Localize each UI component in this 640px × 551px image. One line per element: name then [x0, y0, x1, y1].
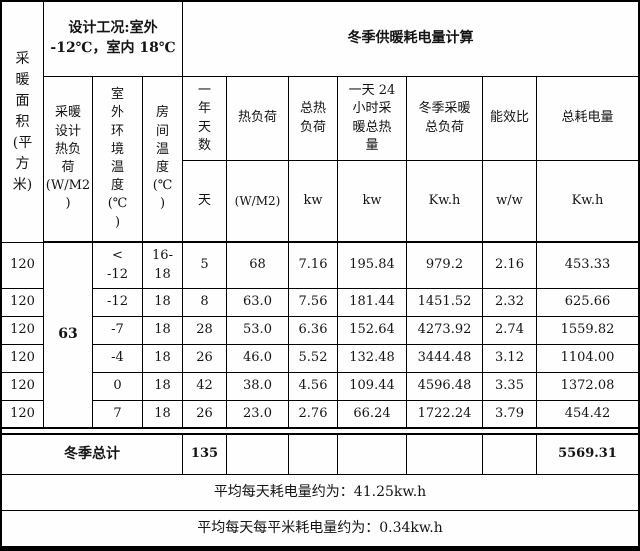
cell-season-total-load: 979.2 [407, 243, 483, 289]
cell-daily-heat: 152.64 [338, 317, 407, 345]
cell-outdoor: -4 [93, 345, 143, 373]
unit-cop: w/w [483, 161, 537, 243]
summary-empty-cell [338, 435, 407, 475]
cell-days: 28 [183, 317, 227, 345]
cell-area: 120 [2, 317, 44, 345]
corner-header-heating-area: 采 暖 面 积 (平 方 米) [2, 2, 44, 243]
cell-heat-load: 53.0 [227, 317, 289, 345]
block-separator [2, 429, 638, 435]
summary-days: 135 [183, 435, 227, 475]
summary-empty-cell [483, 435, 537, 475]
cell-cop: 2.32 [483, 289, 537, 317]
cell-cop: 3.79 [483, 401, 537, 429]
cell-area: 120 [2, 243, 44, 289]
unit-total-energy: Kw.h [537, 161, 638, 243]
cell-season-total-load: 3444.48 [407, 345, 483, 373]
note-average-daily-energy-per-sqm: 平均每天每平米耗电量约为：0.34kw.h [197, 519, 443, 536]
col-header-daily-heat: 一天 24 小时采 暖总热 量 [338, 77, 407, 161]
col-header-heat-load: 热负荷 [227, 77, 289, 161]
summary-total-energy: 5569.31 [537, 435, 638, 475]
cell-season-total-load: 1722.24 [407, 401, 483, 429]
design-heat-load-value: 63 [44, 243, 93, 429]
summary-label: 冬季总计 [2, 435, 183, 475]
cell-heat-load: 38.0 [227, 373, 289, 401]
col-header-days: 一 年 天 数 [183, 77, 227, 161]
cell-total-energy: 1372.08 [537, 373, 638, 401]
col-header-season-total-load: 冬季采暖 总负荷 [407, 77, 483, 161]
cell-outdoor: 0 [93, 373, 143, 401]
cell-total-energy: 453.33 [537, 243, 638, 289]
cell-area: 120 [2, 373, 44, 401]
cell-total-heat-load: 5.52 [289, 345, 338, 373]
cell-cop: 2.74 [483, 317, 537, 345]
cell-daily-heat: 132.48 [338, 345, 407, 373]
cell-total-heat-load: 2.76 [289, 401, 338, 429]
cell-daily-heat: 181.44 [338, 289, 407, 317]
summary-empty-cell [289, 435, 338, 475]
cell-total-heat-load: 7.16 [289, 243, 338, 289]
cell-daily-heat: 66.24 [338, 401, 407, 429]
cell-heat-load: 68 [227, 243, 289, 289]
cell-total-heat-load: 6.36 [289, 317, 338, 345]
cell-indoor: 18 [143, 317, 183, 345]
cell-outdoor: < -12 [93, 243, 143, 289]
cell-area: 120 [2, 289, 44, 317]
cell-days: 8 [183, 289, 227, 317]
cell-indoor: 16- 18 [143, 243, 183, 289]
design-condition-header: 设计工况:室外 -12℃，室内 18℃ [44, 2, 183, 77]
summary-empty-cell [227, 435, 289, 475]
unit-daily-heat: kw [338, 161, 407, 243]
unit-season-total-load: Kw.h [407, 161, 483, 243]
cell-indoor: 18 [143, 345, 183, 373]
col-header-outdoor-temp: 室 外 环 境 温 度 (℃ ) [93, 77, 143, 243]
col-header-design-heat-load: 采暖 设计 热负 荷 (W/M2 ) [44, 77, 93, 243]
summary-empty-cell [407, 435, 483, 475]
main-title: 冬季供暖耗电量计算 [183, 2, 638, 77]
cell-cop: 3.12 [483, 345, 537, 373]
cell-days: 42 [183, 373, 227, 401]
col-header-indoor-temp: 房 间 温 度 (℃ ) [143, 77, 183, 243]
cell-indoor: 18 [143, 289, 183, 317]
note-average-daily-energy: 平均每天耗电量约为：41.25kw.h [2, 475, 638, 511]
cell-daily-heat: 195.84 [338, 243, 407, 289]
cell-heat-load: 63.0 [227, 289, 289, 317]
cell-indoor: 18 [143, 373, 183, 401]
cell-cop: 2.16 [483, 243, 537, 289]
cell-season-total-load: 4273.92 [407, 317, 483, 345]
cell-season-total-load: 4596.48 [407, 373, 483, 401]
cell-indoor: 18 [143, 401, 183, 429]
cell-area: 120 [2, 401, 44, 429]
cell-total-energy: 1559.82 [537, 317, 638, 345]
col-header-cop: 能效比 [483, 77, 537, 161]
unit-total-heat-load: kw [289, 161, 338, 243]
cell-area: 120 [2, 345, 44, 373]
cell-heat-load: 46.0 [227, 345, 289, 373]
cell-outdoor: 7 [93, 401, 143, 429]
cell-days: 26 [183, 401, 227, 429]
cell-total-energy: 454.42 [537, 401, 638, 429]
cell-heat-load: 23.0 [227, 401, 289, 429]
col-header-total-energy: 总耗电量 [537, 77, 638, 161]
unit-heat-load: (W/M2) [227, 161, 289, 243]
cell-cop: 3.35 [483, 373, 537, 401]
unit-days: 天 [183, 161, 227, 243]
cell-total-energy: 625.66 [537, 289, 638, 317]
cell-daily-heat: 109.44 [338, 373, 407, 401]
cell-total-heat-load: 4.56 [289, 373, 338, 401]
cell-season-total-load: 1451.52 [407, 289, 483, 317]
cell-outdoor: -7 [93, 317, 143, 345]
cell-days: 26 [183, 345, 227, 373]
col-header-total-heat-load: 总热 负荷 [289, 77, 338, 161]
cell-total-energy: 1104.00 [537, 345, 638, 373]
cell-outdoor: -12 [93, 289, 143, 317]
cell-days: 5 [183, 243, 227, 289]
cell-total-heat-load: 7.56 [289, 289, 338, 317]
